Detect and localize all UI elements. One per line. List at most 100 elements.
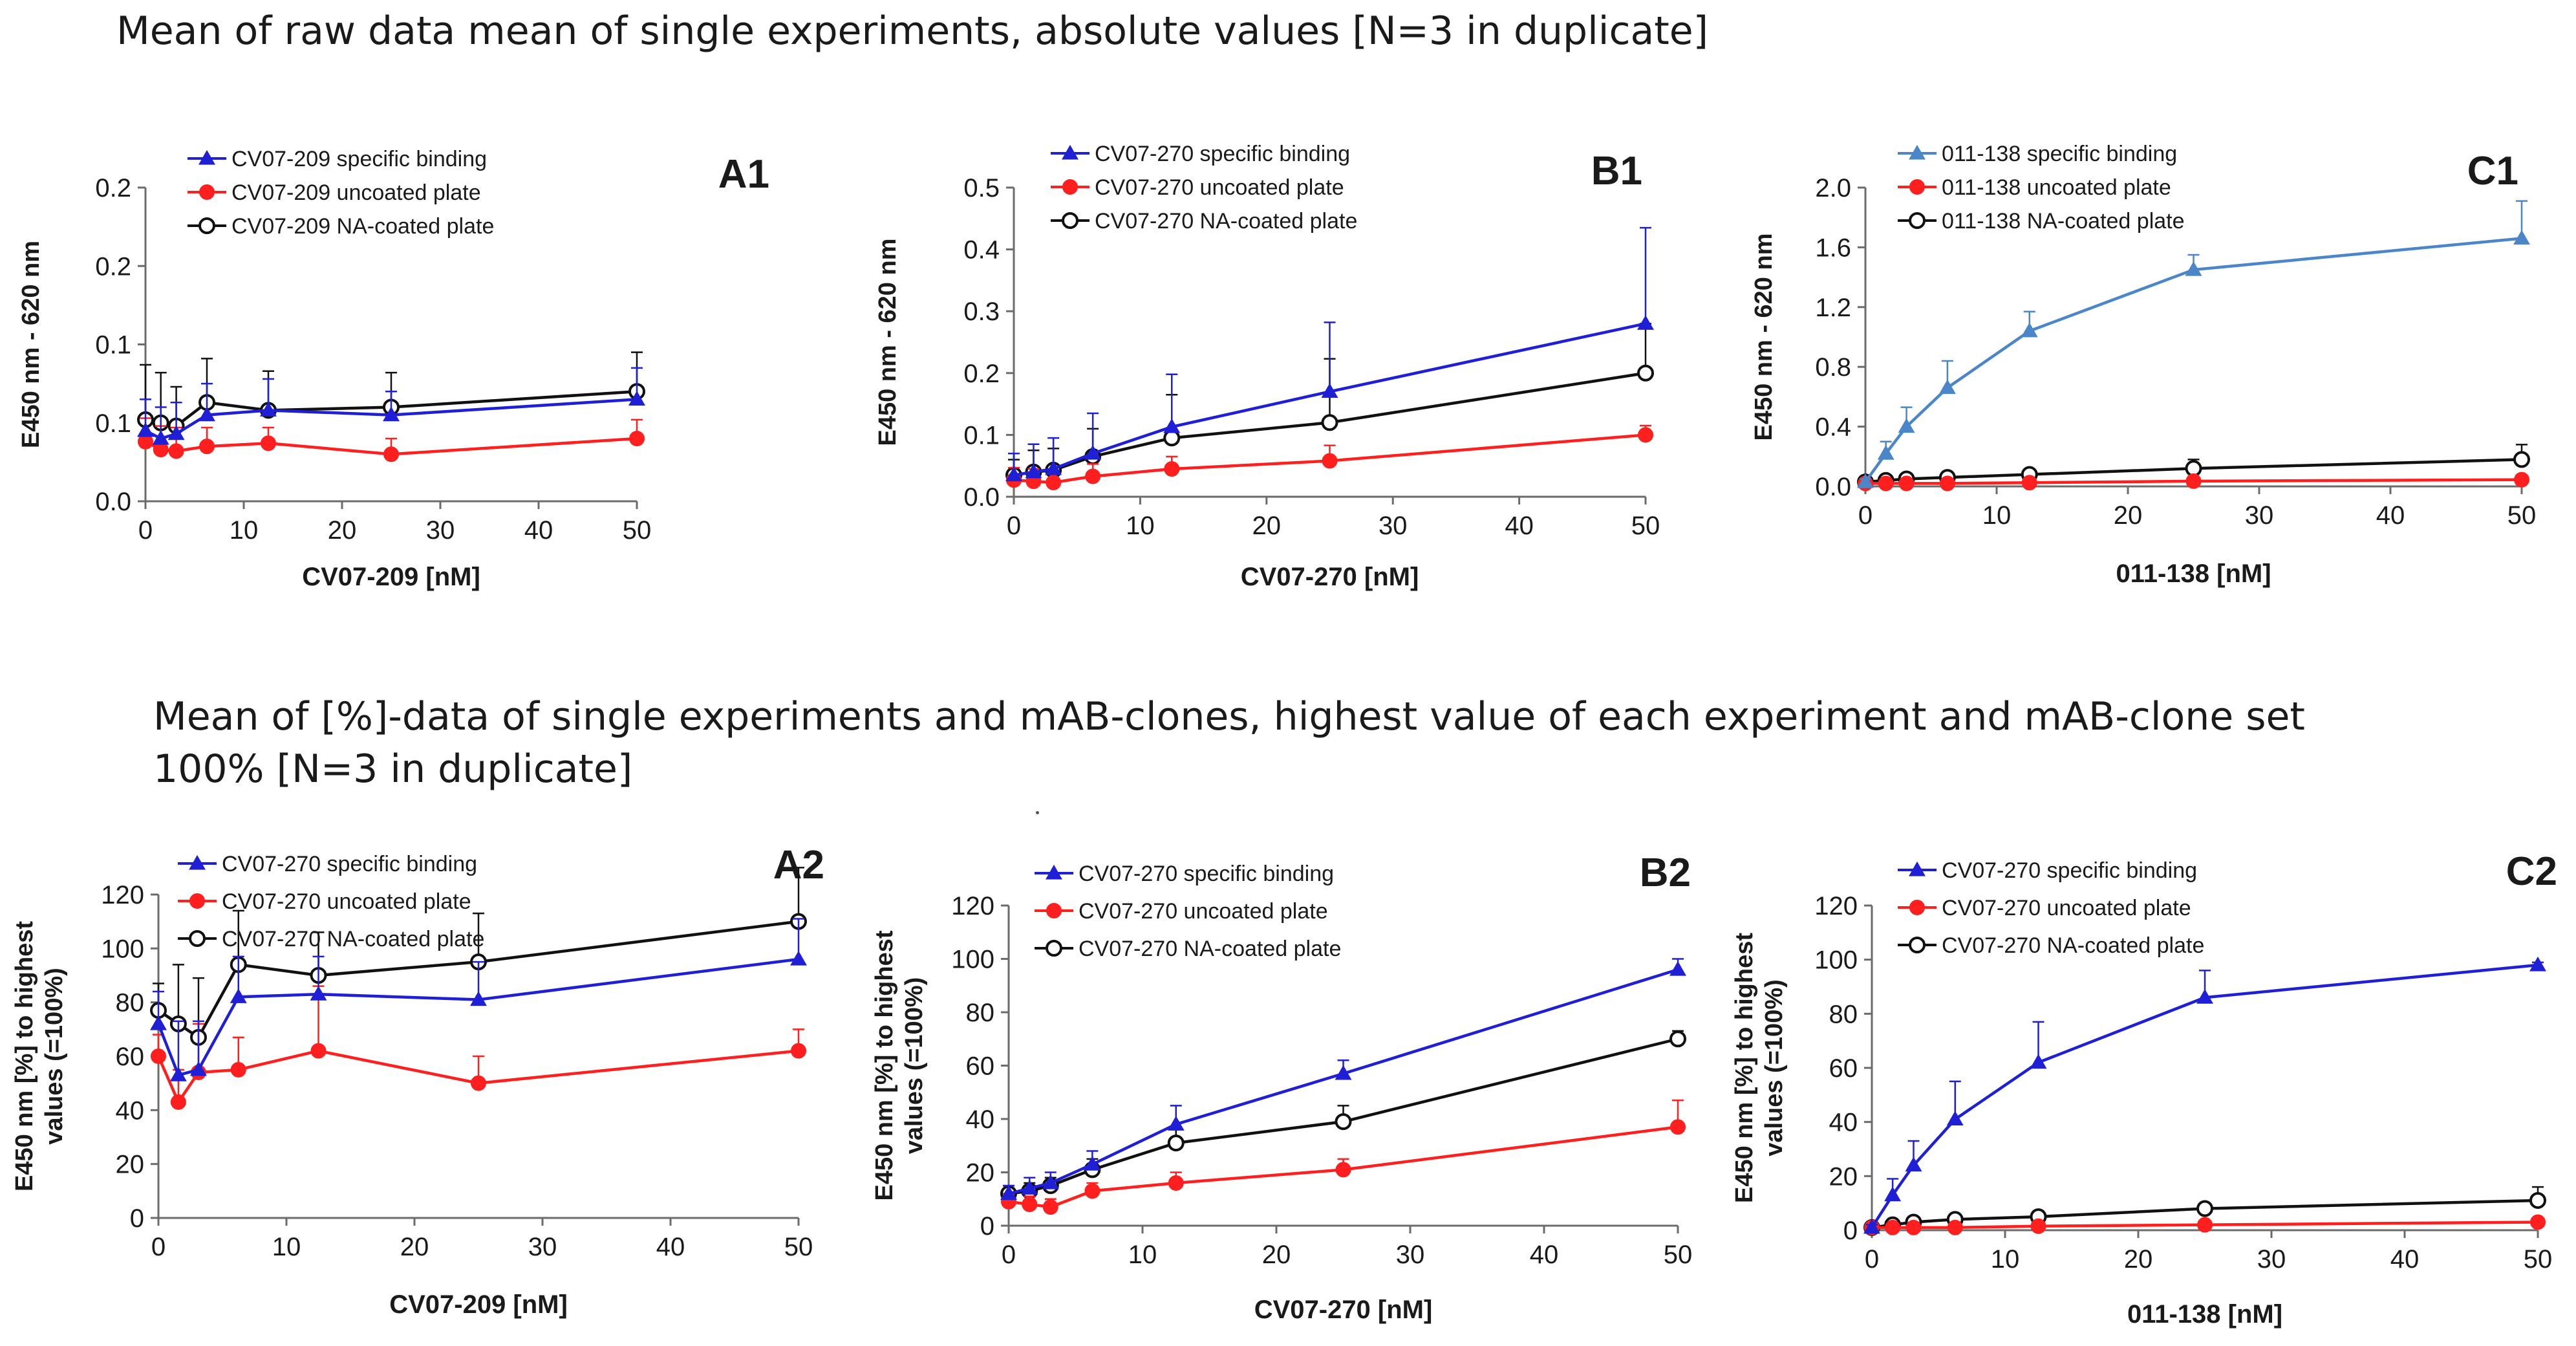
data-point — [1857, 473, 1874, 488]
data-point — [629, 431, 645, 446]
data-point — [1905, 1156, 1922, 1172]
x-tick-label: 0 — [1002, 1241, 1016, 1269]
panel-label: B2 — [1640, 851, 1691, 895]
data-point — [1167, 1116, 1185, 1131]
data-point — [1898, 475, 1915, 492]
data-point — [152, 429, 169, 445]
x-tick-label: 0 — [1865, 1245, 1879, 1274]
legend-label: CV07-270 uncoated plate — [1095, 175, 1344, 200]
chart-a2: 0 20 40 60 80 100 120 0 10 20 30 40 50 CV07-209 [nM] E… — [11, 843, 824, 1319]
legend-label: 011-138 uncoated plate — [1942, 175, 2171, 200]
y-tick-label: 0 — [980, 1212, 994, 1241]
legend-entry: CV07-270 uncoated plate — [178, 889, 471, 914]
y-tick-label: 0.2 — [95, 174, 131, 202]
data-point — [190, 1061, 207, 1076]
top-section-heading: Mean of raw data mean of single experime… — [116, 8, 1709, 54]
x-tick-label: 50 — [1631, 512, 1660, 540]
data-point — [2021, 322, 2038, 338]
data-point — [310, 986, 327, 1001]
x-tick-label: 50 — [784, 1233, 813, 1261]
y-axis-label: E450 nm [%] to highest values (=100%) — [1731, 933, 1788, 1203]
data-point — [1005, 466, 1022, 482]
y-tick-label: 0.8 — [1815, 353, 1851, 382]
y-tick-label: 40 — [966, 1105, 995, 1134]
x-tick-label: 50 — [1664, 1241, 1693, 1269]
x-tick-label: 10 — [230, 516, 259, 545]
series-specific-binding — [1005, 226, 1654, 482]
data-point — [137, 422, 154, 437]
y-tick-label: 40 — [116, 1096, 145, 1125]
data-point — [1000, 1185, 1017, 1200]
y-tick-label: 0.2 — [95, 252, 131, 281]
legend-marker — [1046, 903, 1062, 918]
legend-marker — [199, 184, 215, 200]
data-point — [1939, 475, 1955, 492]
y-axis-label: E450 nm - 620 nm — [874, 238, 901, 446]
data-point — [199, 439, 215, 455]
data-point — [1898, 418, 1915, 433]
series-specific-binding — [150, 918, 807, 1081]
legend-label: CV07-270 uncoated plate — [222, 889, 471, 914]
x-tick-label: 20 — [328, 516, 357, 545]
data-point — [1084, 444, 1102, 460]
chart-b2: 0 20 40 60 80 100 120 0 10 20 30 40 50 CV07-270 [nM] E… — [871, 851, 1692, 1324]
x-tick-label: 10 — [272, 1233, 301, 1261]
legend-label: CV07-270 specific binding — [222, 852, 477, 876]
y-tick-label: 40 — [1829, 1109, 1858, 1137]
data-point — [1938, 379, 1956, 395]
data-point — [2185, 261, 2202, 276]
legend-entry: CV07-270 specific binding — [1051, 142, 1350, 166]
panel-label: C1 — [2467, 149, 2518, 193]
data-point — [1947, 1219, 1963, 1235]
series-uncoated-plate — [151, 985, 806, 1110]
data-point — [1863, 1219, 1880, 1234]
y-tick-label: 0.1 — [95, 331, 131, 360]
legend-label: 011-138 NA-coated plate — [1942, 209, 2185, 233]
x-tick-label: 50 — [623, 516, 652, 545]
legend-label: CV07-270 NA-coated plate — [1095, 209, 1357, 233]
y-tick-label: 60 — [116, 1043, 145, 1071]
data-point — [2030, 1218, 2046, 1234]
data-point — [2529, 1191, 2546, 1209]
x-tick-label: 30 — [1379, 512, 1408, 540]
data-point — [1638, 427, 1653, 443]
data-point — [1321, 383, 1338, 398]
data-point — [470, 991, 487, 1006]
data-point — [167, 425, 185, 440]
data-point — [151, 1048, 166, 1064]
legend-marker — [1062, 179, 1078, 195]
y-tick-label: 0.2 — [963, 360, 1000, 388]
data-point — [1905, 1219, 1922, 1235]
data-point — [1084, 1156, 1101, 1171]
data-point — [2530, 1214, 2546, 1230]
data-point — [1022, 1197, 1038, 1212]
data-point — [791, 1043, 806, 1059]
legend-marker — [189, 893, 205, 909]
legend-label: CV07-209 specific binding — [231, 147, 487, 171]
y-tick-label: 0 — [130, 1204, 144, 1233]
data-point — [1045, 460, 1062, 475]
legend-entry: CV07-270 NA-coated plate — [1898, 933, 2204, 958]
y-tick-label: 120 — [101, 881, 144, 909]
x-tick-label: 40 — [524, 516, 553, 545]
x-tick-label: 40 — [1530, 1241, 1559, 1269]
data-point — [1884, 1186, 1902, 1202]
y-tick-label: 0.0 — [1815, 473, 1851, 501]
y-axis-label-line: values (=100%) — [901, 977, 928, 1155]
chart-c1: 0.0 0.4 0.8 1.2 1.6 2.0 0 10 20 30 40 50 011-138 [nM… — [1750, 142, 2536, 588]
y-tick-label: 0.4 — [963, 236, 1000, 265]
data-point — [2030, 1054, 2047, 1069]
data-point — [1637, 364, 1654, 382]
legend-label: CV07-270 NA-coated plate — [222, 927, 484, 951]
chart-a1: 0.0 0.1 0.1 0.2 0.2 0 10 20 30 40 50 CV07-209 [nM] E… — [17, 147, 769, 591]
y-tick-label: 1.6 — [1815, 233, 1851, 262]
y-axis-label-line: E450 nm [%] to highest — [1731, 933, 1758, 1203]
y-axis-label-line: values (=100%) — [1761, 979, 1788, 1156]
x-tick-label: 20 — [400, 1233, 429, 1261]
data-point — [1021, 1180, 1038, 1195]
data-point — [2196, 989, 2213, 1004]
y-tick-label: 1.2 — [1815, 294, 1851, 322]
data-point — [1878, 475, 1894, 492]
data-point — [310, 1043, 327, 1059]
legend-label: CV07-270 specific binding — [1079, 862, 1334, 886]
